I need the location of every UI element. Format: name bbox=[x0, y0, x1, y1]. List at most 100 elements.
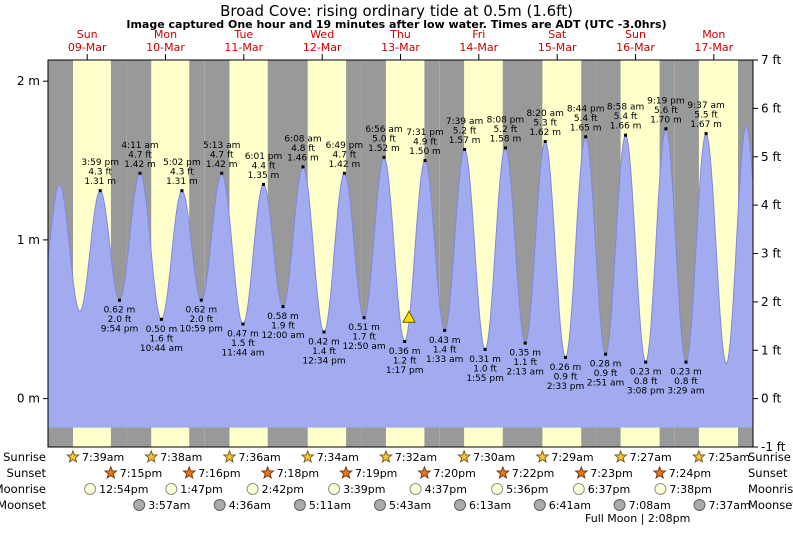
sunrise-icon bbox=[144, 449, 159, 464]
sunset-label-left: Sunset bbox=[7, 466, 47, 480]
extreme-dot bbox=[523, 341, 527, 345]
extreme-dot bbox=[301, 165, 305, 169]
sunrise-icon bbox=[378, 449, 393, 464]
ft-tick-label: -1 ft bbox=[761, 440, 786, 454]
extreme-dot bbox=[322, 330, 326, 334]
moonrise-icon bbox=[165, 483, 178, 495]
day-label-date: 10-Mar bbox=[146, 41, 185, 54]
m-tick-label: 1 m bbox=[17, 233, 40, 247]
sunrise-icon bbox=[535, 449, 550, 464]
extreme-label: 3:59 pm 4.3 ft 1.31 m bbox=[81, 158, 119, 187]
extreme-label: 0.26 m 0.9 ft 2:33 pm bbox=[547, 363, 585, 392]
ft-tick-label: 7 ft bbox=[761, 53, 781, 67]
moonrise-icon bbox=[572, 483, 585, 495]
extreme-dot bbox=[403, 340, 407, 343]
sunrise-time: 7:32am bbox=[395, 451, 437, 464]
moonrise-time: 3:39pm bbox=[343, 483, 385, 496]
sunrise-label-right: Sunrise bbox=[748, 450, 791, 464]
sunrise-icon bbox=[613, 449, 628, 464]
current-tide-marker bbox=[402, 310, 416, 323]
moonset-time: 6:13am bbox=[469, 499, 511, 512]
moonset-time: 4:36am bbox=[229, 499, 271, 512]
sunset-icon bbox=[574, 465, 589, 480]
extreme-dot bbox=[362, 316, 366, 320]
sunrise-icon bbox=[457, 449, 472, 464]
page-title: Broad Cove: rising ordinary tide at 0.5m… bbox=[220, 2, 573, 20]
tide-curve bbox=[47, 124, 754, 365]
extreme-label: 8:44 pm 5.4 ft 1.65 m bbox=[567, 104, 605, 133]
extreme-label: 0.36 m 1.2 ft 1:17 pm bbox=[386, 347, 424, 376]
moonset-time: 5:43am bbox=[389, 499, 431, 512]
extreme-label: 0.35 m 1.1 ft 2:13 am bbox=[507, 349, 544, 378]
sunrise-time: 7:25am bbox=[708, 451, 750, 464]
sunset-icon bbox=[103, 465, 118, 480]
extreme-dot bbox=[382, 155, 386, 159]
day-labels: Sun09-MarMon10-MarTue11-MarWed12-MarThu1… bbox=[68, 28, 734, 60]
day-label-date: 17-Mar bbox=[694, 41, 733, 54]
extreme-label: 5:13 am 4.7 ft 1.42 m bbox=[203, 141, 240, 170]
extreme-dot bbox=[604, 352, 608, 356]
extreme-label: 0.62 m 2.0 ft 9:54 pm bbox=[101, 306, 139, 335]
sunrise-time: 7:39am bbox=[82, 451, 124, 464]
extreme-dot bbox=[503, 146, 507, 150]
sunset-icon bbox=[495, 465, 510, 480]
extreme-label: 0.23 m 0.8 ft 3:08 pm bbox=[627, 368, 665, 397]
sunset-time: 7:16pm bbox=[198, 467, 240, 480]
moonset-label-right: Moonset bbox=[748, 498, 793, 512]
day-label-date: 13-Mar bbox=[381, 41, 420, 54]
moonset-icon bbox=[374, 499, 386, 511]
sunrise-time: 7:34am bbox=[317, 451, 359, 464]
ft-tick-label: 6 ft bbox=[761, 101, 781, 115]
moonrise-time: 5:36pm bbox=[506, 483, 548, 496]
day-label-dow: Tue bbox=[233, 28, 253, 41]
extreme-dot bbox=[564, 355, 567, 359]
extreme-label: 0.42 m 1.4 ft 12:34 pm bbox=[302, 338, 345, 367]
ft-tick-label: 4 ft bbox=[761, 198, 781, 212]
y-axis-left: 2 m 1 m 0 m bbox=[17, 74, 48, 406]
sunset-row: Sunset Sunset 7:15pm 7:16pm 7:18pm 7:19pm 7:20… bbox=[7, 465, 788, 480]
moonrise-time: 7:38pm bbox=[669, 483, 711, 496]
moonrise-icon bbox=[328, 483, 341, 495]
extreme-label: 7:31 pm 4.9 ft 1.50 m bbox=[406, 128, 444, 157]
day-label-dow: Wed bbox=[310, 28, 334, 41]
extreme-label: 8:20 am 5.3 ft 1.62 m bbox=[527, 109, 564, 138]
extreme-dot bbox=[624, 133, 628, 137]
extreme-label: 6:01 pm 4.4 ft 1.35 m bbox=[245, 152, 283, 181]
day-label-dow: Sun bbox=[77, 28, 98, 41]
sunset-time: 7:22pm bbox=[512, 467, 554, 480]
sunrise-icon bbox=[691, 449, 706, 464]
ft-tick-label: 5 ft bbox=[761, 150, 781, 164]
tide-extremes: 3:59 pm 4.3 ft 1.31 m 0.62 m 2.0 ft 9:54 pm 4:… bbox=[81, 96, 724, 396]
extreme-label: 0.50 m 1.6 ft 10:44 am bbox=[140, 325, 183, 354]
moonrise-icon bbox=[654, 483, 667, 495]
moonrise-icon bbox=[84, 483, 97, 495]
sunrise-time: 7:38am bbox=[160, 451, 202, 464]
day-label-dow: Fri bbox=[472, 28, 485, 41]
extreme-label: 8:08 pm 5.2 ft 1.58 m bbox=[487, 115, 525, 144]
moonrise-row: Moonrise Moonrise 12:54pm 1:47pm 2:42pm 3:39p… bbox=[0, 482, 793, 496]
sunrise-time: 7:29am bbox=[551, 451, 593, 464]
sunset-icon bbox=[417, 465, 432, 480]
extreme-dot bbox=[138, 171, 142, 175]
day-label-dow: Mon bbox=[154, 28, 177, 41]
moonrise-time: 6:37pm bbox=[588, 483, 630, 496]
extreme-dot bbox=[220, 171, 224, 175]
moonset-icon bbox=[613, 499, 626, 511]
sunset-icon bbox=[338, 465, 354, 480]
extreme-dot bbox=[443, 328, 447, 332]
sunrise-time: 7:27am bbox=[630, 451, 672, 464]
day-label-dow: Mon bbox=[702, 28, 725, 41]
sunset-icon bbox=[652, 465, 667, 480]
m-tick-label: 0 m bbox=[17, 392, 40, 406]
sunrise-icon bbox=[222, 449, 237, 464]
day-label-dow: Thu bbox=[389, 28, 411, 41]
extreme-label: 6:56 am 5.0 ft 1.52 m bbox=[365, 125, 402, 154]
sunrise-row: Sunrise Sunrise 7:39am 7:38am 7:36am 7:34am 7:… bbox=[3, 449, 791, 464]
extreme-label: 0.51 m 1.7 ft 12:50 am bbox=[343, 323, 386, 352]
extreme-dot bbox=[281, 305, 285, 309]
extreme-dot bbox=[118, 298, 121, 302]
ft-tick-label: 2 ft bbox=[761, 295, 781, 309]
moonset-time: 6:41am bbox=[549, 499, 591, 512]
moonrise-time: 1:47pm bbox=[180, 483, 222, 496]
